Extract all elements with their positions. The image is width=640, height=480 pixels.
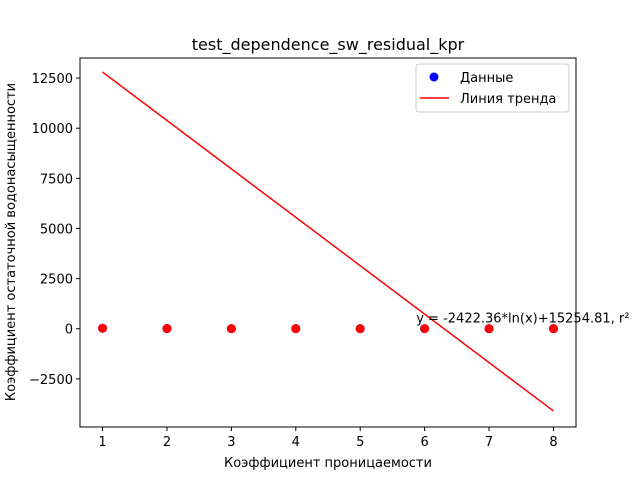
plot-frame <box>79 57 577 428</box>
y-tick-label: 0 <box>65 323 73 338</box>
x-tick-label: 2 <box>163 435 171 450</box>
y-tick-label: −2500 <box>29 373 73 388</box>
x-tick-label: 5 <box>356 435 364 450</box>
data-point-overlay <box>420 324 430 334</box>
data-point-overlay <box>291 324 301 334</box>
legend-label-trend: Линия тренда <box>460 92 556 107</box>
data-point-overlay <box>355 324 365 334</box>
y-tick-label: 12500 <box>32 72 73 87</box>
x-tick-label: 7 <box>485 435 493 450</box>
y-axis-ticks: −2500 0 2500 5000 7500 10000 12500 <box>29 72 80 388</box>
y-axis-label: Коэффициент остаточной водонасыщенности <box>4 83 19 401</box>
series-layer <box>98 71 558 412</box>
data-point-overlay <box>226 324 236 334</box>
x-tick-label: 8 <box>549 435 557 450</box>
legend-label-data: Данные <box>460 71 513 86</box>
chart-title: test_dependence_sw_residual_kpr <box>192 35 465 55</box>
data-point-overlay <box>548 324 558 334</box>
y-tick-label: 5000 <box>40 222 73 237</box>
data-point-overlay <box>98 323 108 333</box>
y-tick-label: 10000 <box>32 122 73 137</box>
legend-box <box>415 63 570 113</box>
trend-line <box>102 71 554 412</box>
trend-equation: y = -2422.36*ln(x)+15254.81, r² <box>416 312 629 327</box>
data-point-overlay <box>162 324 172 334</box>
legend: Данные Линия тренда <box>415 63 570 113</box>
y-tick-label: 7500 <box>40 172 73 187</box>
x-axis-ticks: 1 2 3 4 5 6 7 8 <box>98 427 558 450</box>
y-tick-label: 2500 <box>40 273 73 288</box>
x-axis-label: Коэффициент проницаемости <box>224 456 432 471</box>
legend-marker-data <box>429 72 439 82</box>
x-tick-label: 4 <box>292 435 300 450</box>
x-tick-label: 6 <box>420 435 428 450</box>
x-tick-label: 1 <box>98 435 106 450</box>
x-tick-label: 3 <box>227 435 235 450</box>
data-point-overlay <box>484 324 494 334</box>
